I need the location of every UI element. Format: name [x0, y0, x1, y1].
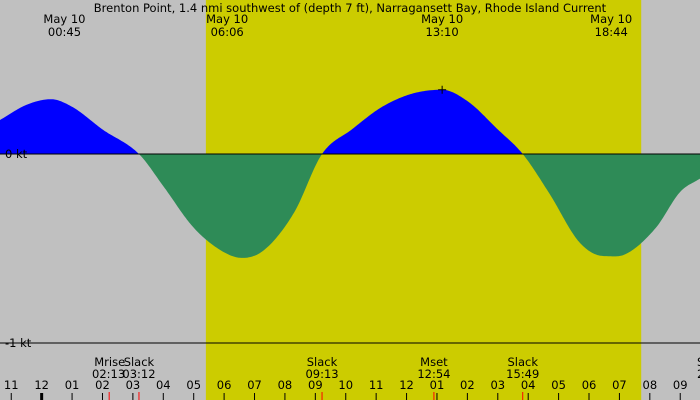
event-label-4: Slack: [507, 355, 538, 369]
flood-area-2: [322, 89, 523, 154]
ebb-area-1: [139, 154, 322, 258]
y-tick-label-0: 0 kt: [5, 147, 28, 161]
flood-area-0: [0, 99, 139, 154]
top-event-time-2: 13:10: [426, 25, 459, 39]
hour-tick-label-17: 04: [521, 378, 536, 392]
hour-tick-label-19: 06: [582, 378, 597, 392]
event-time-0: 02:13: [92, 367, 125, 381]
hour-tick-label-16: 03: [490, 378, 505, 392]
hour-tick-label-1: 12: [34, 378, 49, 392]
chart-title: Brenton Point, 1.4 nmi southwest of (dep…: [94, 1, 607, 15]
hour-tick-label-9: 08: [278, 378, 293, 392]
top-event-time-3: 18:44: [595, 25, 628, 39]
event-label-2: Slack: [307, 355, 338, 369]
event-time-3: 12:54: [417, 367, 450, 381]
event-label-0: Mrise: [94, 355, 125, 369]
event-label-3: Mset: [420, 355, 448, 369]
hour-tick-label-6: 05: [186, 378, 201, 392]
event-time-1: 03:12: [122, 367, 155, 381]
top-event-date-2: May 10: [421, 12, 463, 26]
hour-tick-label-3: 02: [95, 378, 110, 392]
hour-tick-label-11: 10: [338, 378, 353, 392]
hour-tick-label-18: 05: [551, 378, 566, 392]
hour-tick-label-22: 09: [673, 378, 688, 392]
hour-tick-label-10: 09: [308, 378, 323, 392]
edge-label-top: S: [697, 355, 700, 369]
event-time-2: 09:13: [305, 367, 338, 381]
event-label-1: Slack: [124, 355, 155, 369]
edge-label-bottom: 2: [697, 367, 700, 381]
hour-tick-label-4: 03: [126, 378, 141, 392]
hour-tick-label-20: 07: [612, 378, 627, 392]
event-time-4: 15:49: [506, 367, 539, 381]
top-event-time-1: 06:06: [211, 25, 244, 39]
ebb-area-3: [522, 154, 700, 257]
hour-tick-label-12: 11: [369, 378, 384, 392]
peak-marker: [438, 85, 447, 94]
hour-tick-label-0: 11: [4, 378, 19, 392]
hour-tick-label-15: 02: [460, 378, 475, 392]
top-event-date-0: May 10: [43, 12, 85, 26]
hour-tick-label-2: 01: [65, 378, 80, 392]
hour-tick-label-21: 08: [643, 378, 658, 392]
y-tick-label-1: -1 kt: [5, 336, 32, 350]
top-event-time-0: 00:45: [48, 25, 81, 39]
hour-tick-label-13: 12: [399, 378, 414, 392]
hour-tick-label-14: 01: [430, 378, 445, 392]
top-event-date-1: May 10: [206, 12, 248, 26]
hour-tick-label-7: 06: [217, 378, 232, 392]
top-event-date-3: May 10: [590, 12, 632, 26]
hour-tick-label-8: 07: [247, 378, 262, 392]
hour-tick-label-5: 04: [156, 378, 171, 392]
